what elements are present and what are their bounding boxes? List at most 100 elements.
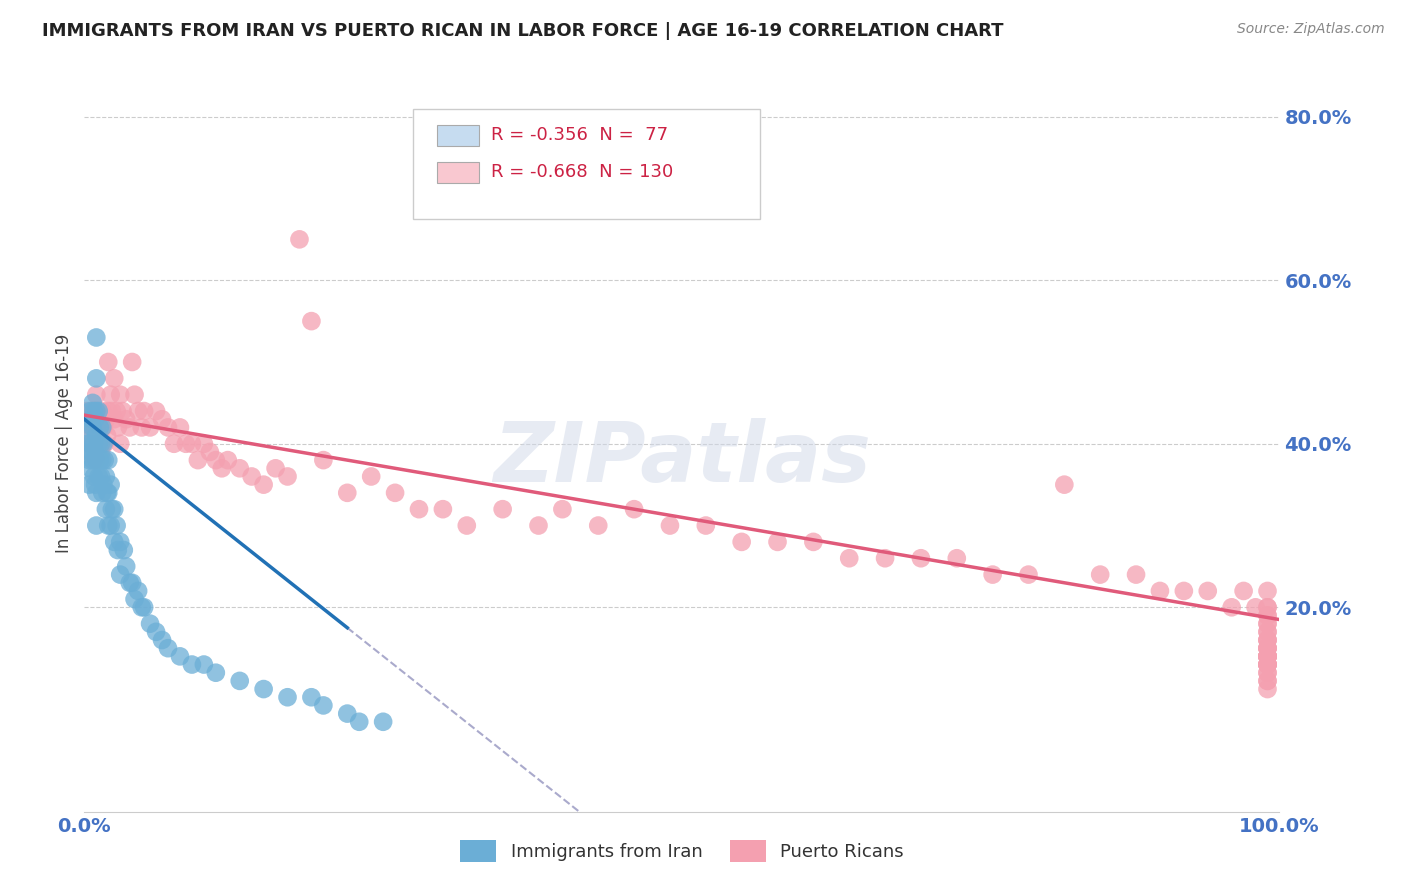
Point [86, 518, 108, 533]
Point [115, 559, 138, 574]
Point [838, 551, 860, 566]
Point [86, 330, 108, 344]
Point [132, 600, 156, 615]
Point [1149, 583, 1171, 598]
Point [432, 502, 454, 516]
Point [118, 420, 141, 434]
Point [1257, 657, 1279, 672]
Point [76, 404, 98, 418]
Point [93, 436, 115, 450]
Point [103, 534, 125, 549]
Point [1257, 608, 1279, 623]
Point [1233, 583, 1256, 598]
Point [1197, 583, 1219, 598]
Point [77, 445, 100, 459]
Point [336, 485, 359, 500]
Point [253, 477, 276, 491]
Point [94, 412, 117, 426]
Point [1257, 633, 1279, 648]
Point [312, 453, 335, 467]
Point [86, 485, 108, 500]
Point [86, 371, 108, 385]
Point [107, 543, 129, 558]
Point [1257, 657, 1279, 672]
Point [131, 420, 153, 434]
Point [157, 641, 180, 656]
Point [174, 436, 197, 450]
Point [86, 387, 108, 401]
Point [803, 534, 825, 549]
Point [91, 453, 114, 467]
FancyBboxPatch shape [413, 109, 759, 219]
Point [77, 477, 100, 491]
Point [83, 404, 105, 418]
Point [100, 387, 122, 401]
Point [90, 469, 112, 483]
Point [97, 404, 120, 418]
Point [181, 657, 204, 672]
Point [169, 420, 191, 434]
Point [336, 706, 359, 721]
Point [139, 420, 162, 434]
Point [1257, 649, 1279, 664]
Point [91, 485, 114, 500]
Point [229, 673, 252, 688]
Point [82, 420, 104, 434]
Point [90, 445, 112, 459]
Point [79, 404, 101, 418]
Point [217, 453, 239, 467]
Point [86, 453, 108, 467]
Point [1173, 583, 1195, 598]
Point [1257, 633, 1279, 648]
Point [105, 404, 128, 418]
Point [150, 412, 173, 426]
Point [169, 649, 191, 664]
Point [97, 518, 120, 533]
Point [83, 453, 105, 467]
Point [101, 404, 124, 418]
Point [1257, 608, 1279, 623]
Point [91, 436, 114, 450]
Point [1257, 649, 1279, 664]
Point [910, 551, 932, 566]
Point [93, 420, 115, 434]
Point [1257, 649, 1279, 664]
Point [103, 371, 125, 385]
Point [875, 551, 897, 566]
Point [551, 502, 574, 516]
Point [181, 436, 204, 450]
Point [82, 453, 104, 467]
Point [349, 714, 371, 729]
Point [93, 436, 115, 450]
Point [1257, 624, 1279, 639]
Point [277, 690, 299, 705]
Point [80, 420, 103, 434]
Point [84, 412, 107, 426]
Point [312, 698, 335, 713]
Point [360, 469, 382, 483]
Point [157, 420, 180, 434]
Point [1257, 657, 1279, 672]
Point [1257, 641, 1279, 656]
Point [492, 502, 515, 516]
Point [1257, 673, 1279, 688]
Point [83, 436, 105, 450]
Point [77, 453, 100, 467]
Point [659, 518, 682, 533]
Point [1257, 616, 1279, 631]
Point [89, 420, 111, 434]
Point [86, 420, 108, 434]
Point [82, 436, 104, 450]
Point [1220, 600, 1243, 615]
Point [110, 534, 132, 549]
Point [1257, 649, 1279, 664]
Point [103, 502, 125, 516]
Point [79, 436, 101, 450]
Point [96, 428, 118, 442]
Point [82, 404, 104, 418]
Point [264, 461, 287, 475]
Point [100, 477, 122, 491]
Text: R = -0.668  N = 130: R = -0.668 N = 130 [491, 163, 673, 181]
Point [384, 485, 406, 500]
Point [1257, 681, 1279, 696]
